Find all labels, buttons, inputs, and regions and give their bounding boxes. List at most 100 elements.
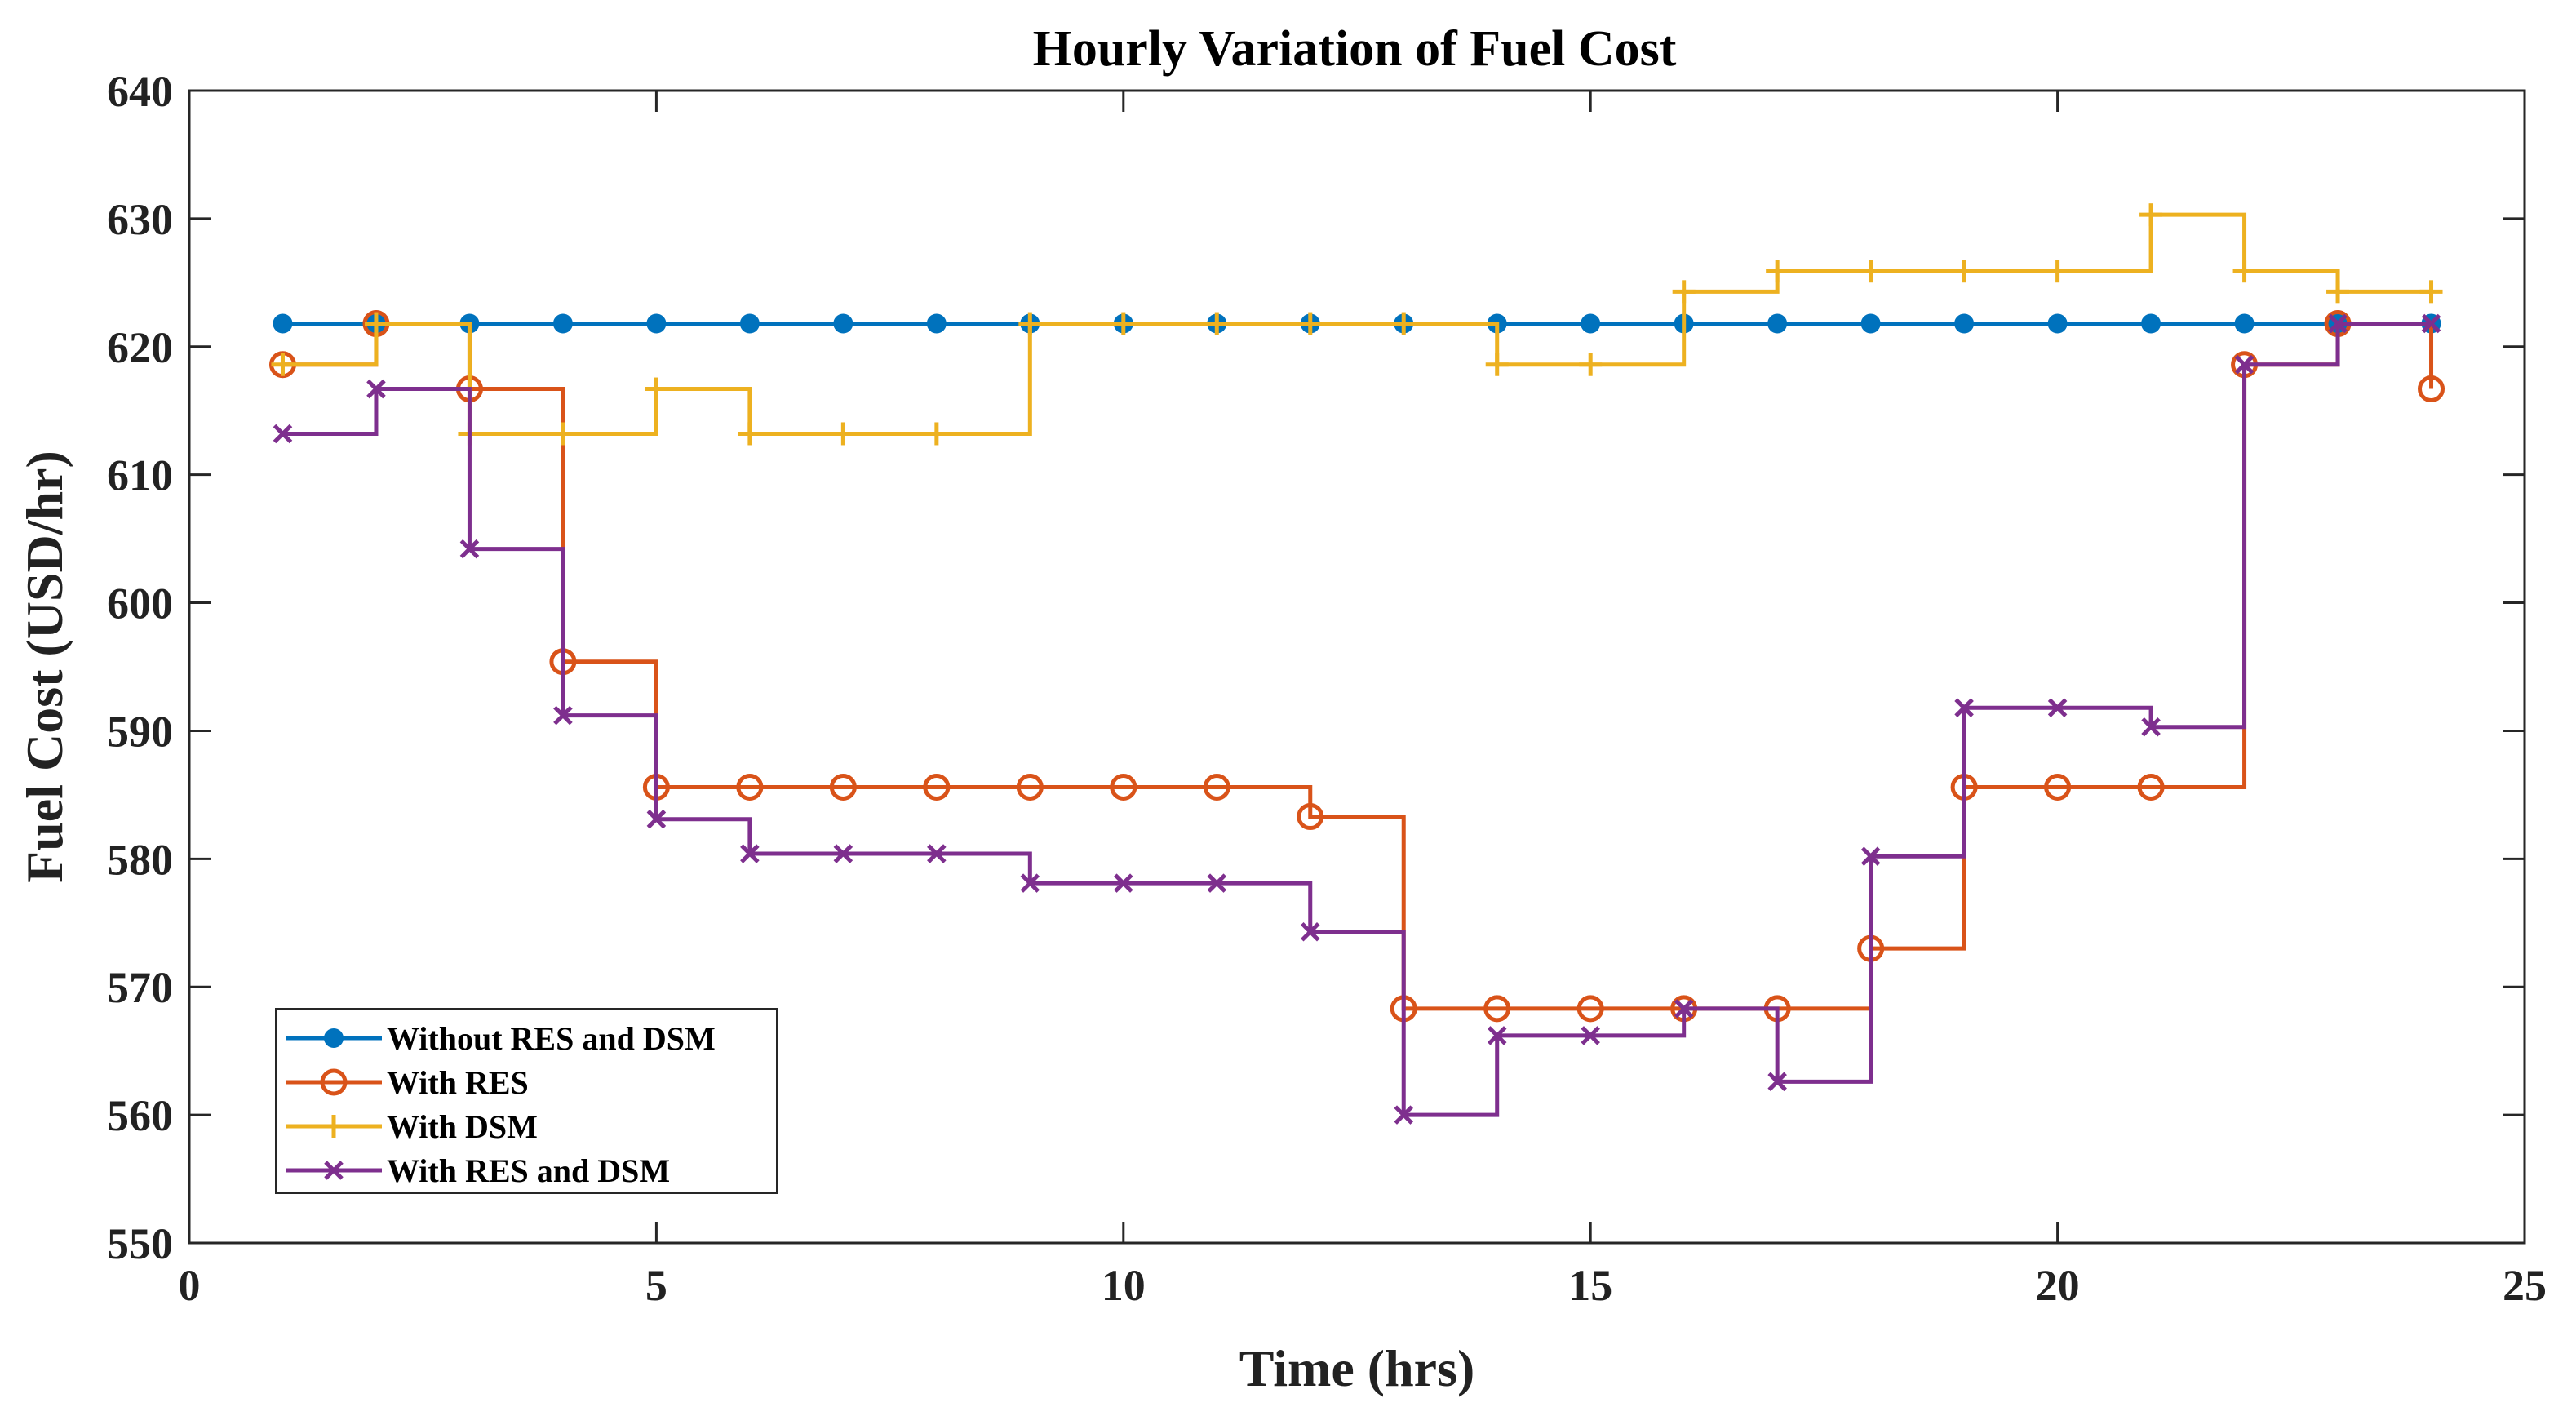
- series-with-res: [268, 310, 2445, 1023]
- x-tick-label: 25: [2503, 1261, 2547, 1310]
- data-point: [738, 422, 761, 446]
- data-point: [1394, 1105, 1414, 1125]
- data-point: [1298, 312, 1322, 335]
- y-tick-label: 560: [107, 1091, 173, 1140]
- data-point: [2141, 717, 2161, 737]
- data-point: [2418, 375, 2445, 403]
- x-tick-label: 15: [1568, 1261, 1612, 1310]
- legend-label: With RES and DSM: [387, 1152, 670, 1189]
- data-point: [553, 705, 573, 726]
- legend-marker: [322, 1115, 345, 1138]
- data-point: [551, 422, 574, 446]
- series-layer: [268, 203, 2445, 1125]
- data-point: [1767, 1072, 1787, 1092]
- data-point: [271, 353, 295, 376]
- y-tick-label: 620: [107, 323, 173, 372]
- data-point: [2232, 260, 2256, 283]
- data-point: [2046, 260, 2069, 283]
- axis-tick-labels: 0 5 10 15 20 25 550 560 570 580 590 600 610 620 630 640: [107, 67, 2547, 1310]
- data-point: [1674, 999, 1694, 1019]
- data-point: [1018, 312, 1042, 335]
- data-point: [1672, 280, 1696, 304]
- x-axis-label: Time (hrs): [1239, 1339, 1475, 1397]
- data-point: [646, 313, 667, 334]
- data-point: [1859, 260, 1882, 283]
- data-point: [1954, 313, 1975, 334]
- y-tick-label: 600: [107, 579, 173, 628]
- data-point: [2234, 313, 2255, 334]
- y-tick-label: 580: [107, 835, 173, 884]
- x-tick-label: 5: [645, 1261, 667, 1310]
- data-point: [1860, 313, 1881, 334]
- legend-item: With DSM: [286, 1108, 538, 1145]
- data-point: [927, 844, 947, 863]
- data-point: [273, 313, 293, 334]
- data-point: [1297, 803, 1324, 831]
- data-point: [736, 773, 764, 801]
- axis-ticks: [188, 89, 2526, 1245]
- data-point: [273, 424, 293, 444]
- data-point: [1020, 873, 1040, 893]
- data-point: [829, 773, 857, 801]
- data-point: [1110, 773, 1137, 801]
- series-with-res-and-dsm: [273, 313, 2441, 1125]
- data-point: [364, 312, 388, 335]
- data-point: [831, 422, 855, 446]
- y-tick-label: 640: [107, 67, 173, 116]
- data-point: [1860, 846, 1881, 866]
- data-point: [833, 844, 853, 863]
- data-point: [1392, 312, 1416, 335]
- data-point: [2328, 313, 2348, 334]
- legend-marker: [320, 1068, 348, 1096]
- series-with-dsm: [271, 203, 2443, 446]
- x-tick-label: 20: [2036, 1261, 2080, 1310]
- data-point: [1953, 260, 1976, 283]
- data-point: [1766, 260, 1789, 283]
- chart-legend: Without RES and DSM With RES With DSM With …: [275, 1008, 778, 1194]
- data-point: [1111, 312, 1135, 335]
- data-point: [2137, 773, 2165, 801]
- data-point: [739, 313, 760, 334]
- data-point: [1581, 1026, 1600, 1045]
- y-axis-label: Fuel Cost (USD/hr): [16, 451, 73, 883]
- data-point: [2047, 313, 2068, 334]
- data-point: [1205, 312, 1229, 335]
- series-line: [282, 322, 2434, 1011]
- data-point: [1954, 698, 1974, 717]
- legend-item: Without RES and DSM: [286, 1020, 716, 1057]
- x-tick-label: 10: [1102, 1261, 1146, 1310]
- legend-label: Without RES and DSM: [387, 1020, 716, 1057]
- plot-area: [188, 89, 2526, 1245]
- data-point: [1579, 353, 1603, 376]
- data-point: [1581, 313, 1601, 334]
- data-point: [1016, 773, 1044, 801]
- data-point: [1576, 995, 1604, 1023]
- data-point: [1767, 313, 1788, 334]
- data-point: [2234, 354, 2255, 375]
- x-tick-label: 0: [179, 1261, 201, 1310]
- data-point: [2419, 280, 2443, 304]
- y-tick-label: 590: [107, 707, 173, 756]
- data-point: [2421, 313, 2441, 334]
- data-point: [2141, 313, 2161, 334]
- data-point: [1300, 921, 1320, 942]
- data-point: [2139, 203, 2163, 227]
- y-tick-label: 550: [107, 1219, 173, 1268]
- data-point: [552, 313, 573, 334]
- data-point: [1207, 873, 1227, 893]
- legend-item: With RES and DSM: [286, 1152, 670, 1189]
- data-point: [1114, 873, 1133, 893]
- data-point: [1487, 1026, 1507, 1045]
- data-point: [923, 773, 951, 801]
- legend-label: With DSM: [387, 1108, 538, 1145]
- chart-title: Hourly Variation of Fuel Cost: [1033, 21, 1677, 77]
- data-point: [924, 422, 948, 446]
- y-tick-label: 630: [107, 195, 173, 244]
- y-tick-label: 610: [107, 451, 173, 500]
- data-point: [459, 539, 480, 559]
- data-point: [2044, 773, 2072, 801]
- legend-item: With RES: [286, 1064, 529, 1101]
- data-point: [2047, 698, 2068, 717]
- legend-marker: [324, 1161, 344, 1180]
